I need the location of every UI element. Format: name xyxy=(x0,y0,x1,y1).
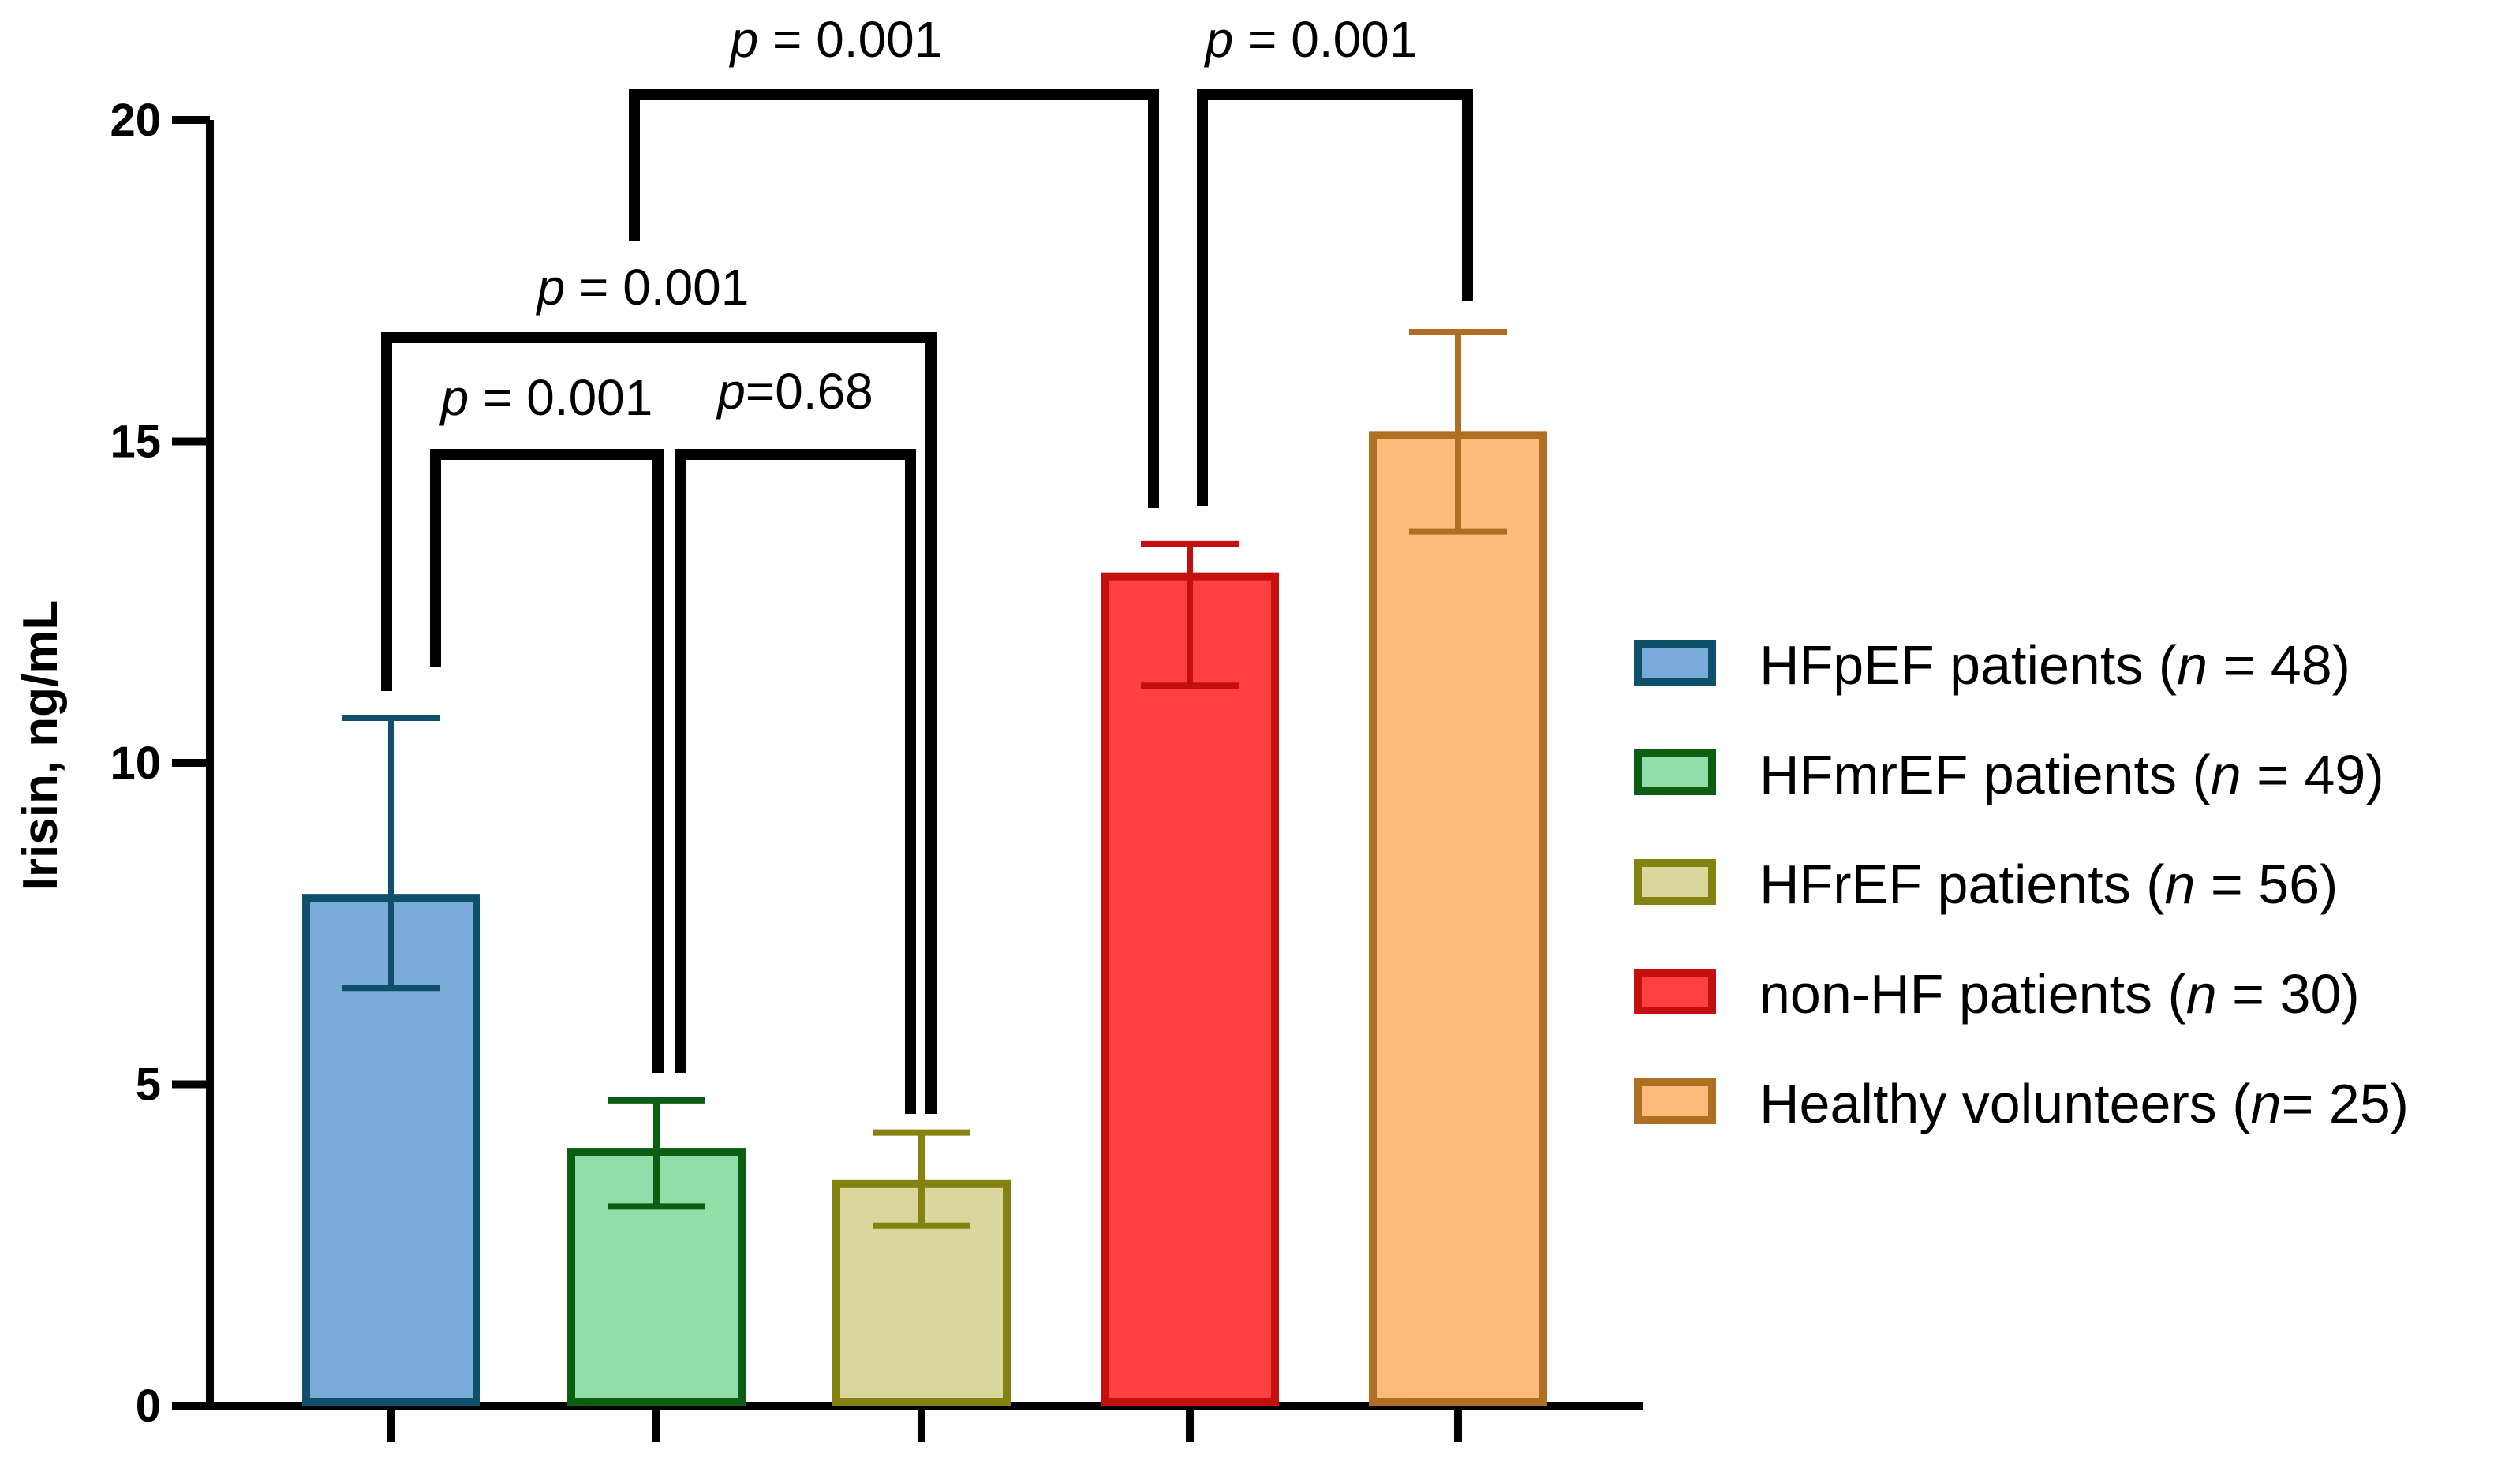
bars xyxy=(302,431,1547,1406)
legend-n-value: = 49) xyxy=(2241,744,2384,805)
p-value-label-0: p = 0.001 xyxy=(439,369,653,426)
legend-swatch-0 xyxy=(1634,640,1716,686)
legend-swatch-2 xyxy=(1634,859,1716,905)
y-axis-label: Irisin, ng/mL xyxy=(13,600,68,891)
legend-label-3: non-HF patients (n = 30) xyxy=(1759,963,2360,1025)
p-value-label-2: p = 0.001 xyxy=(536,259,750,316)
y-tick-label-10: 10 xyxy=(110,738,161,789)
legend-n-symbol: n xyxy=(2177,634,2208,696)
legend-label-2: HFrEF patients (n = 56) xyxy=(1759,854,2338,915)
bracket-2 xyxy=(381,332,937,1114)
p-value-text: = 0.001 xyxy=(565,259,749,316)
p-value-label-1: p=0.68 xyxy=(716,363,873,420)
y-tick-label-5: 5 xyxy=(136,1059,161,1111)
legend-name: HFmrEF patients ( xyxy=(1759,744,2211,805)
y-tick-label-0: 0 xyxy=(136,1381,161,1432)
legend-n-symbol: n xyxy=(2251,1073,2282,1134)
legend-name: HFrEF patients ( xyxy=(1759,854,2164,915)
bracket-1 xyxy=(675,449,916,1114)
legend-n-value: = 48) xyxy=(2208,634,2350,696)
bracket-4 xyxy=(1197,89,1473,506)
axes: 0 5 10 15 20 xyxy=(110,95,1643,1442)
legend-name: Healthy volunteers ( xyxy=(1759,1073,2251,1134)
y-tick-label-15: 15 xyxy=(110,417,161,468)
legend-name: non-HF patients ( xyxy=(1759,963,2186,1025)
legend-label-0: HFpEF patients (n = 48) xyxy=(1759,634,2350,696)
p-value-text: = 0.001 xyxy=(758,11,942,68)
bracket-0 xyxy=(430,449,664,1073)
p-value-label-4: p = 0.001 xyxy=(1204,11,1418,68)
legend-n-symbol: n xyxy=(2164,854,2195,915)
legend: HFpEF patients (n = 48)HFmrEF patients (… xyxy=(1634,634,2409,1134)
error-bars xyxy=(342,328,1507,1229)
p-symbol: p xyxy=(536,259,566,316)
p-value-text: = 0.001 xyxy=(469,369,652,426)
legend-n-value: = 56) xyxy=(2195,854,2338,915)
legend-label-1: HFmrEF patients (n = 49) xyxy=(1759,744,2384,805)
legend-n-symbol: n xyxy=(2186,963,2217,1025)
legend-n-symbol: n xyxy=(2211,744,2241,805)
legend-n-value: = 30) xyxy=(2217,963,2360,1025)
legend-swatch-4 xyxy=(1634,1078,1716,1124)
bar-non-hf-patients xyxy=(1101,572,1279,1406)
legend-label-4: Healthy volunteers (n= 25) xyxy=(1759,1073,2409,1134)
legend-n-value: = 25) xyxy=(2281,1073,2409,1134)
legend-swatch-1 xyxy=(1634,749,1716,795)
bracket-3 xyxy=(629,89,1159,508)
p-value-label-3: p = 0.001 xyxy=(729,11,943,68)
p-symbol: p xyxy=(439,369,469,426)
p-value-text: = 0.001 xyxy=(1233,11,1417,68)
y-tick-label-20: 20 xyxy=(110,95,161,146)
legend-name: HFpEF patients ( xyxy=(1759,634,2177,696)
p-symbol: p xyxy=(1204,11,1234,68)
bar-healthy-volunteers xyxy=(1369,431,1547,1406)
legend-swatch-3 xyxy=(1634,969,1716,1014)
p-symbol: p xyxy=(716,363,746,420)
p-value-text: =0.68 xyxy=(746,363,873,420)
p-symbol: p xyxy=(729,11,759,68)
